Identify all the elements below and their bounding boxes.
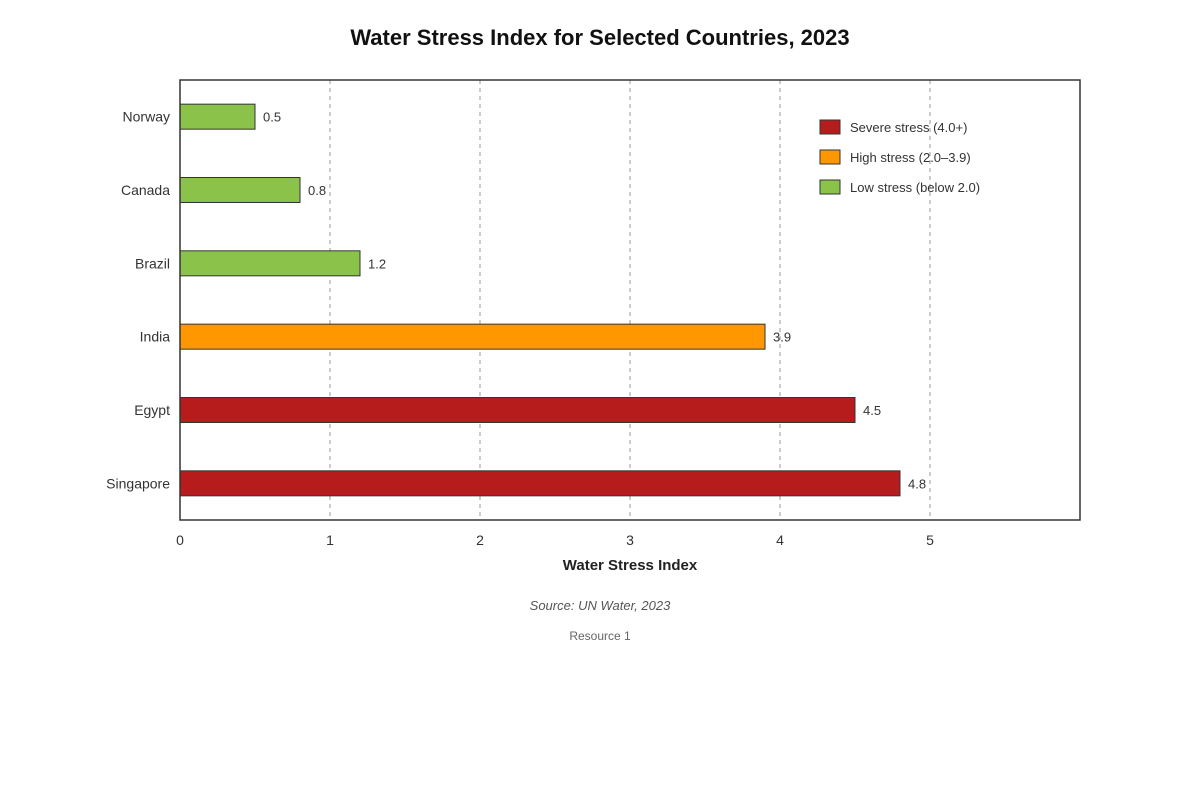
x-tick-label: 3 bbox=[626, 532, 634, 548]
data-label: 0.5 bbox=[263, 110, 281, 125]
bars: 0.5 0.8 1.2 3.9 4.5 4.8 bbox=[179, 103, 926, 497]
plot-frame bbox=[179, 79, 1081, 521]
x-tick-label: 2 bbox=[476, 532, 484, 548]
x-axis-title: Water Stress Index bbox=[563, 557, 698, 574]
data-label: 3.9 bbox=[773, 330, 791, 345]
category-label: Canada bbox=[121, 182, 170, 198]
bar-india bbox=[179, 323, 766, 350]
category-label: Brazil bbox=[135, 255, 170, 271]
category-label: Singapore bbox=[106, 475, 170, 491]
x-tick-label: 1 bbox=[326, 532, 334, 548]
source-note: Source: UN Water, 2023 bbox=[530, 598, 671, 613]
bar-egypt bbox=[179, 397, 856, 423]
category-label: Norway bbox=[123, 109, 170, 125]
bar-singapore bbox=[179, 470, 901, 497]
grid bbox=[329, 80, 931, 520]
legend: Severe stress (4.0+) High stress (2.0–3.9… bbox=[819, 119, 980, 195]
legend-swatch-high bbox=[819, 149, 841, 165]
data-label: 1.2 bbox=[368, 256, 386, 271]
bar-norway bbox=[179, 103, 256, 130]
data-label: 0.8 bbox=[308, 183, 326, 198]
legend-label-low: Low stress (below 2.0) bbox=[850, 180, 980, 195]
category-label: India bbox=[140, 329, 171, 345]
data-label: 4.5 bbox=[863, 403, 881, 418]
resource-label: Resource 1 bbox=[569, 629, 631, 643]
category-label: Egypt bbox=[134, 402, 170, 418]
x-tick-labels: 0 1 2 3 4 5 bbox=[176, 532, 934, 548]
legend-swatch-severe bbox=[819, 119, 841, 135]
x-tick-label: 5 bbox=[926, 532, 934, 548]
category-labels: Norway Canada Brazil India Egypt Singapore bbox=[106, 109, 170, 492]
chart-title: Water Stress Index for Selected Countrie… bbox=[350, 25, 849, 50]
x-tick-label: 0 bbox=[176, 532, 184, 548]
data-label: 4.8 bbox=[908, 476, 926, 491]
x-tick-label: 4 bbox=[776, 532, 784, 548]
bar-canada bbox=[179, 177, 301, 203]
legend-label-severe: Severe stress (4.0+) bbox=[850, 120, 967, 135]
legend-swatch-low bbox=[819, 179, 841, 195]
bar-brazil bbox=[179, 250, 361, 277]
legend-label-high: High stress (2.0–3.9) bbox=[850, 150, 971, 165]
